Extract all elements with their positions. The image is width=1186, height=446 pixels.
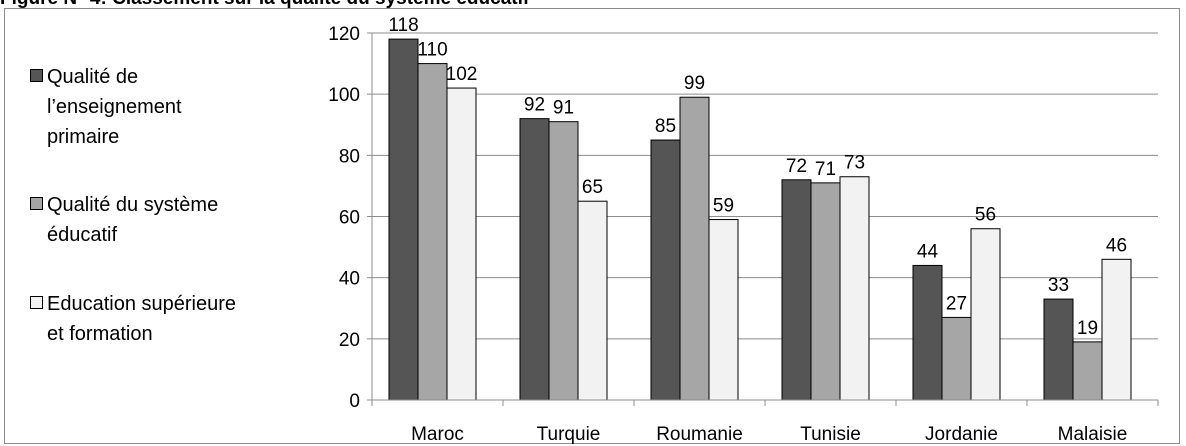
legend-item-primary: Qualité de l’enseignement primaire [30,62,182,152]
bar [839,176,870,401]
figure-title: Figure N° 4: Classement sur la qualité d… [0,0,529,10]
data-label: 59 [713,196,734,217]
x-tick-label: Tunisie [800,424,861,445]
bar [1072,341,1103,401]
legend-line: Qualité de [47,66,139,88]
data-label: 46 [1106,235,1127,256]
y-tick-label: 60 [339,208,360,229]
y-tick-label: 80 [339,146,360,167]
bar [912,264,943,401]
bar [679,96,710,401]
data-label: 92 [524,95,545,116]
data-label: 65 [582,177,603,198]
data-label: 102 [446,64,478,85]
bar [446,87,477,401]
legend-label-system: Qualité du système éducatif [47,190,218,250]
data-label: 73 [844,153,865,174]
data-label: 56 [975,205,996,226]
bar [970,228,1001,401]
legend-swatch-primary [30,69,43,82]
data-label: 99 [684,73,705,94]
y-tick-label: 40 [339,269,360,290]
y-tick-label: 20 [339,330,360,351]
legend-line: l’enseignement [47,96,182,118]
bar [417,63,448,401]
x-tick-label: Turquie [537,424,601,445]
legend-item-system: Qualité du système éducatif [30,190,218,250]
bar [1101,258,1132,401]
bar [941,316,972,401]
y-tick-label: 100 [328,85,360,106]
legend-swatch-system [30,197,43,210]
data-label: 33 [1048,275,1069,296]
bar [650,139,681,401]
y-tick-label: 0 [349,391,360,412]
data-label: 85 [655,116,676,137]
x-tick-label: Jordanie [925,424,998,445]
bar [1043,298,1074,401]
data-label: 44 [917,241,939,262]
bar [548,121,579,401]
legend-line: Education supérieure [47,293,237,315]
legend-line: et formation [47,323,153,345]
data-label: 72 [786,156,807,177]
bar [519,118,550,401]
legend-label-higher-ed: Education supérieure et formation [47,289,236,349]
legend-line: primaire [47,126,120,148]
x-tick-label: Roumanie [656,424,743,445]
legend-line: Qualité du système [47,194,219,216]
bar [781,179,812,401]
legend-label-primary: Qualité de l’enseignement primaire [47,62,182,152]
legend-line: éducatif [47,224,118,246]
bar [810,182,841,401]
x-tick-label: Maroc [411,424,464,445]
legend-item-higher-ed: Education supérieure et formation [30,289,236,349]
bar [388,38,419,401]
data-label: 27 [946,293,967,314]
y-tick-label: 120 [328,24,360,45]
data-label: 91 [553,98,574,119]
data-label: 118 [388,15,418,36]
data-label: 71 [815,159,836,180]
chart-frame [4,8,1180,444]
x-tick-label: Malaisie [1058,424,1128,445]
bar [708,219,739,401]
data-label: 110 [417,40,447,61]
legend-swatch-higher-ed [30,296,43,309]
bar [577,200,608,401]
data-label: 19 [1077,318,1098,339]
